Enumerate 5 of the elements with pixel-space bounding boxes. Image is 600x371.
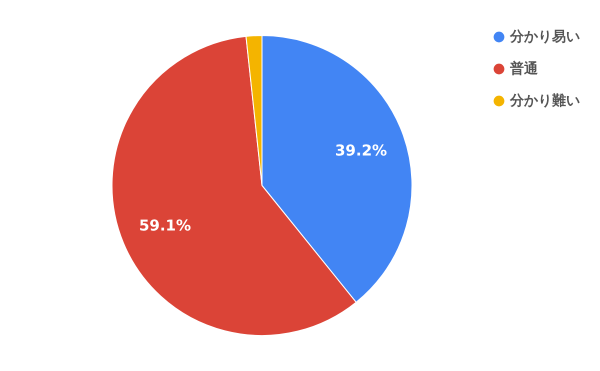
data-label: 59.1% bbox=[138, 216, 192, 235]
legend-label: 分かり難い bbox=[509, 93, 580, 109]
data-label: 39.2% bbox=[334, 142, 388, 160]
legend-label: 分かり易い bbox=[509, 29, 580, 45]
legend-label: 普通 bbox=[509, 60, 539, 77]
